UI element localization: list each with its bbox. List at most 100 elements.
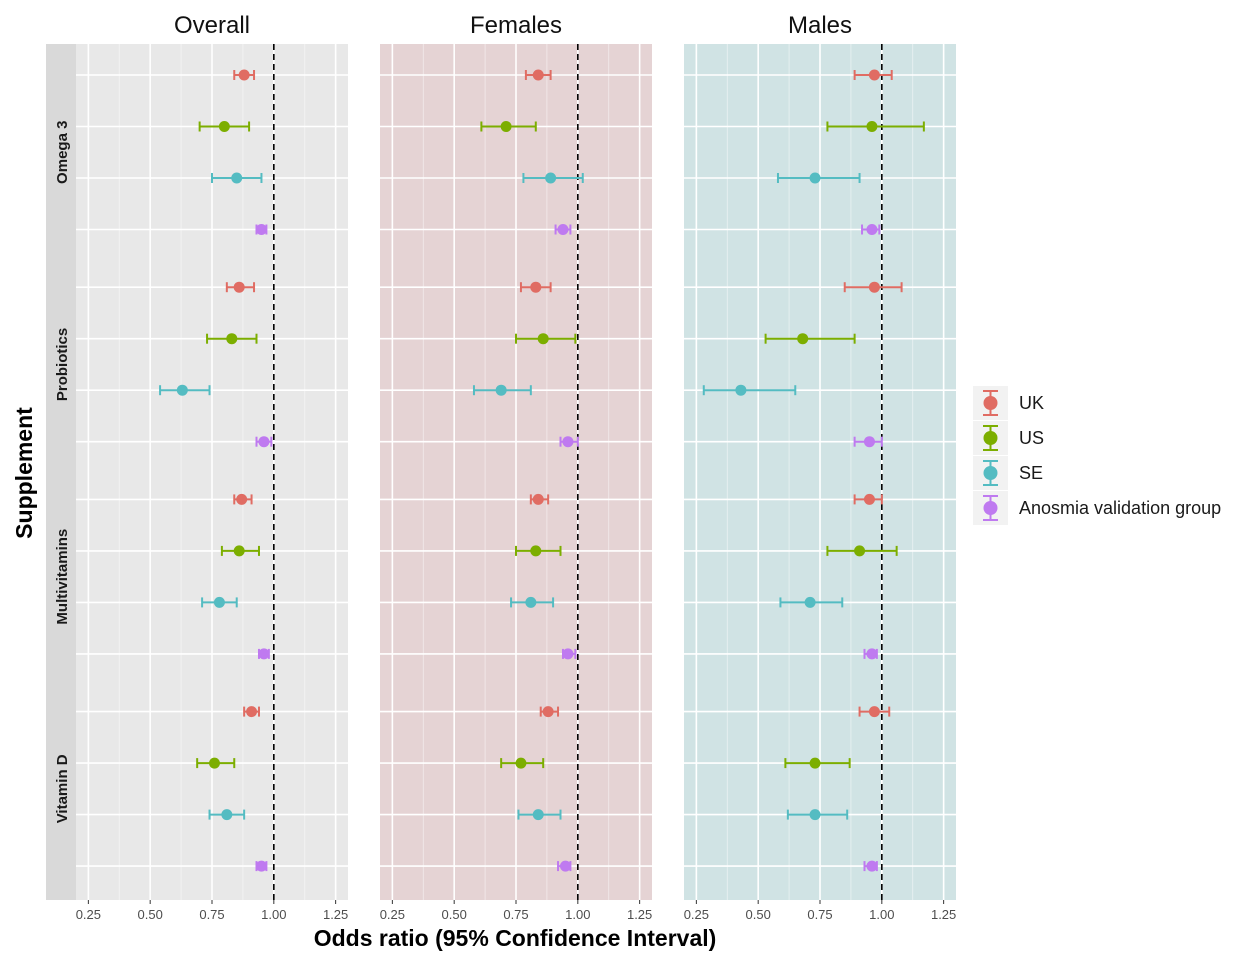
point-females-multivitamins-anosmia-validation-group (562, 648, 574, 660)
estimate-overall-multivitamins-se (201, 596, 238, 608)
estimate-overall-vitamin-d-anosmia-validation-group (255, 860, 268, 872)
point-overall-probiotics-us (226, 333, 238, 345)
estimate-overall-omega-3-us (198, 121, 251, 132)
point-overall-omega-3-us (218, 121, 230, 132)
x-axis-title: Odds ratio (95% Confidence Interval) (314, 925, 717, 951)
x-tick-label-females: 0.50 (442, 907, 467, 922)
point-males-probiotics-us (797, 333, 809, 345)
strip-label-multivitamins: Multivitamins (54, 529, 71, 625)
estimate-overall-omega-3-uk (233, 69, 256, 81)
estimate-males-vitamin-d-se (786, 809, 849, 821)
estimate-overall-probiotics-us (206, 333, 258, 345)
estimate-males-multivitamins-uk (853, 493, 883, 505)
point-males-probiotics-uk (868, 281, 880, 293)
x-tick-label-females: 0.25 (380, 907, 405, 922)
point-males-vitamin-d-us (809, 757, 821, 769)
facet-strip-y (46, 44, 76, 900)
x-tick-label-males: 0.25 (684, 907, 709, 922)
estimate-overall-multivitamins-us (220, 545, 260, 557)
estimate-overall-probiotics-uk (225, 281, 256, 293)
estimate-females-omega-3-anosmia-validation-group (554, 224, 572, 235)
estimate-overall-multivitamins-anosmia-validation-group (257, 648, 270, 660)
point-overall-multivitamins-us (233, 545, 245, 557)
point-overall-probiotics-uk (233, 281, 245, 293)
x-tick-label-overall: 0.25 (76, 907, 101, 922)
point-females-omega-3-se (545, 172, 557, 184)
point-females-multivitamins-uk (532, 493, 544, 505)
point-females-vitamin-d-anosmia-validation-group (559, 860, 571, 872)
point-males-probiotics-anosmia-validation-group (863, 436, 875, 448)
point-overall-omega-3-se (231, 172, 243, 184)
point-males-multivitamins-anosmia-validation-group (866, 648, 878, 660)
point-overall-vitamin-d-se (221, 809, 233, 821)
legend-label-uk: UK (1019, 393, 1044, 413)
legend-key-point (983, 396, 998, 410)
estimate-females-probiotics-anosmia-validation-group (559, 436, 579, 448)
legend-item-se: SE (973, 456, 1043, 490)
point-overall-vitamin-d-us (208, 757, 220, 769)
estimate-overall-omega-3-se (211, 172, 263, 184)
x-tick-label-overall: 1.00 (261, 907, 286, 922)
estimate-overall-probiotics-se (159, 384, 211, 396)
point-females-omega-3-uk (532, 69, 544, 81)
point-males-omega-3-se (809, 172, 821, 184)
point-females-multivitamins-us (530, 545, 542, 557)
point-females-omega-3-anosmia-validation-group (557, 224, 569, 235)
legend-key-point (983, 501, 998, 515)
x-tick-label-males: 0.50 (746, 907, 771, 922)
estimate-males-vitamin-d-us (784, 757, 851, 769)
estimate-males-multivitamins-anosmia-validation-group (863, 648, 878, 660)
point-females-probiotics-us (537, 333, 549, 345)
estimate-males-multivitamins-us (826, 545, 898, 557)
estimate-females-vitamin-d-se (517, 809, 562, 821)
point-males-omega-3-us (866, 121, 878, 132)
estimate-overall-vitamin-d-se (208, 809, 246, 821)
estimate-males-probiotics-anosmia-validation-group (853, 436, 883, 448)
strip-label-omega-3: Omega 3 (54, 121, 71, 184)
estimate-females-omega-3-se (522, 172, 584, 184)
estimate-males-omega-3-uk (853, 69, 893, 81)
estimate-overall-probiotics-anosmia-validation-group (255, 436, 273, 448)
point-overall-vitamin-d-uk (246, 706, 258, 718)
x-tick-label-females: 1.25 (627, 907, 652, 922)
estimate-males-probiotics-uk (843, 281, 903, 293)
point-females-vitamin-d-se (532, 809, 544, 821)
point-overall-multivitamins-se (213, 596, 225, 608)
estimate-females-probiotics-se (472, 384, 532, 396)
point-males-omega-3-anosmia-validation-group (866, 224, 878, 235)
point-overall-multivitamins-uk (236, 493, 248, 505)
point-males-vitamin-d-se (809, 809, 821, 821)
estimate-females-probiotics-us (515, 333, 577, 345)
estimate-overall-vitamin-d-uk (243, 706, 260, 718)
estimate-males-multivitamins-se (779, 596, 844, 608)
point-males-multivitamins-se (804, 596, 816, 608)
y-axis-title: Supplement (11, 407, 37, 539)
x-tick-label-males: 1.25 (931, 907, 956, 922)
x-tick-label-males: 1.00 (869, 907, 894, 922)
estimate-overall-vitamin-d-us (196, 757, 236, 769)
point-females-probiotics-se (495, 384, 507, 396)
panel-title-overall: Overall (174, 12, 250, 39)
point-males-omega-3-uk (868, 69, 880, 81)
x-tick-label-males: 0.75 (807, 907, 832, 922)
point-overall-omega-3-anosmia-validation-group (255, 224, 267, 235)
point-females-multivitamins-se (525, 596, 537, 608)
legend-label-se: SE (1019, 463, 1043, 483)
estimate-females-omega-3-uk (524, 69, 552, 81)
strip-label-probiotics: Probiotics (54, 328, 71, 401)
estimate-females-vitamin-d-uk (539, 706, 560, 718)
x-tick-label-females: 0.75 (503, 907, 528, 922)
point-females-vitamin-d-uk (542, 706, 554, 718)
estimate-males-vitamin-d-uk (858, 706, 891, 718)
x-tick-label-females: 1.00 (565, 907, 590, 922)
estimate-overall-multivitamins-uk (233, 493, 253, 505)
point-overall-omega-3-uk (238, 69, 250, 81)
legend-key-point (983, 466, 998, 480)
panel-title-males: Males (788, 12, 852, 39)
estimate-males-omega-3-anosmia-validation-group (861, 224, 881, 235)
estimate-overall-omega-3-anosmia-validation-group (255, 224, 268, 235)
x-tick-label-overall: 0.75 (199, 907, 224, 922)
legend-key-point (983, 431, 998, 445)
